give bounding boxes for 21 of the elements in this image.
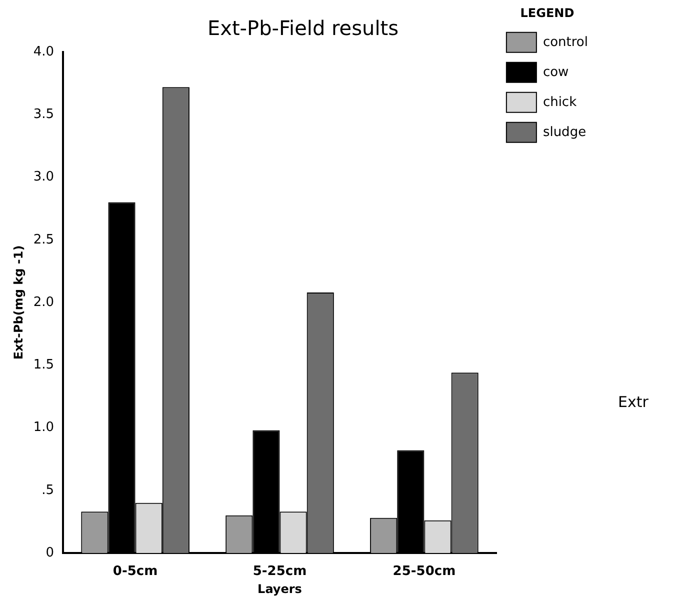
x-tick-label: 5-25cm <box>252 564 307 580</box>
x-tick-label: 25-50cm <box>392 564 456 580</box>
y-tick-label: 2.5 <box>33 232 54 248</box>
y-tick-label: 0 <box>46 545 54 560</box>
y-tick-label: 2.0 <box>33 294 54 310</box>
chart-title: Ext-Pb-Field results <box>207 16 399 40</box>
y-tick-label: 3.0 <box>33 170 54 185</box>
y-tick-label: 1.5 <box>33 358 54 372</box>
y-axis-title: Ext-Pb(mg kg -1) <box>11 245 26 360</box>
y-tick-label: 4.0 <box>33 44 54 60</box>
text: Extr <box>618 393 648 411</box>
x-axis-title: Layers <box>258 582 302 596</box>
x-tick-label: 0-5cm <box>112 564 158 580</box>
legend-title: LEGEND <box>520 6 574 20</box>
legend-label: cow <box>542 64 570 80</box>
legend-label: sludge <box>542 124 586 140</box>
y-tick-label: .5 <box>42 482 54 498</box>
legend-label: chick <box>542 94 578 110</box>
y-tick-label: 3.5 <box>33 107 54 122</box>
y-tick-label: 1.0 <box>33 420 54 436</box>
legend-label: control <box>542 34 588 50</box>
